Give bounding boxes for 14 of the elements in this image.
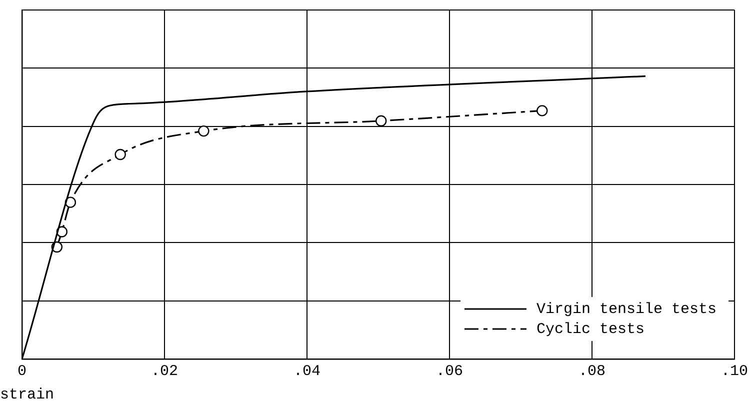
point: [536, 105, 548, 116]
legend-label: Cyclic tests: [536, 320, 644, 338]
x-tick-label: .10: [720, 362, 748, 380]
x-axis-title: strain: [0, 386, 54, 403]
point: [376, 115, 387, 126]
legend-label: Virgin tensile tests: [536, 300, 716, 318]
point: [114, 148, 126, 160]
point: [198, 125, 210, 137]
x-tick-label: .08: [578, 362, 606, 380]
x-tick-label: .06: [436, 362, 464, 380]
x-tick-label: .04: [293, 362, 321, 380]
x-tick-label: .02: [150, 362, 178, 380]
x-tick-label: 0: [17, 362, 27, 380]
point: [64, 196, 76, 208]
